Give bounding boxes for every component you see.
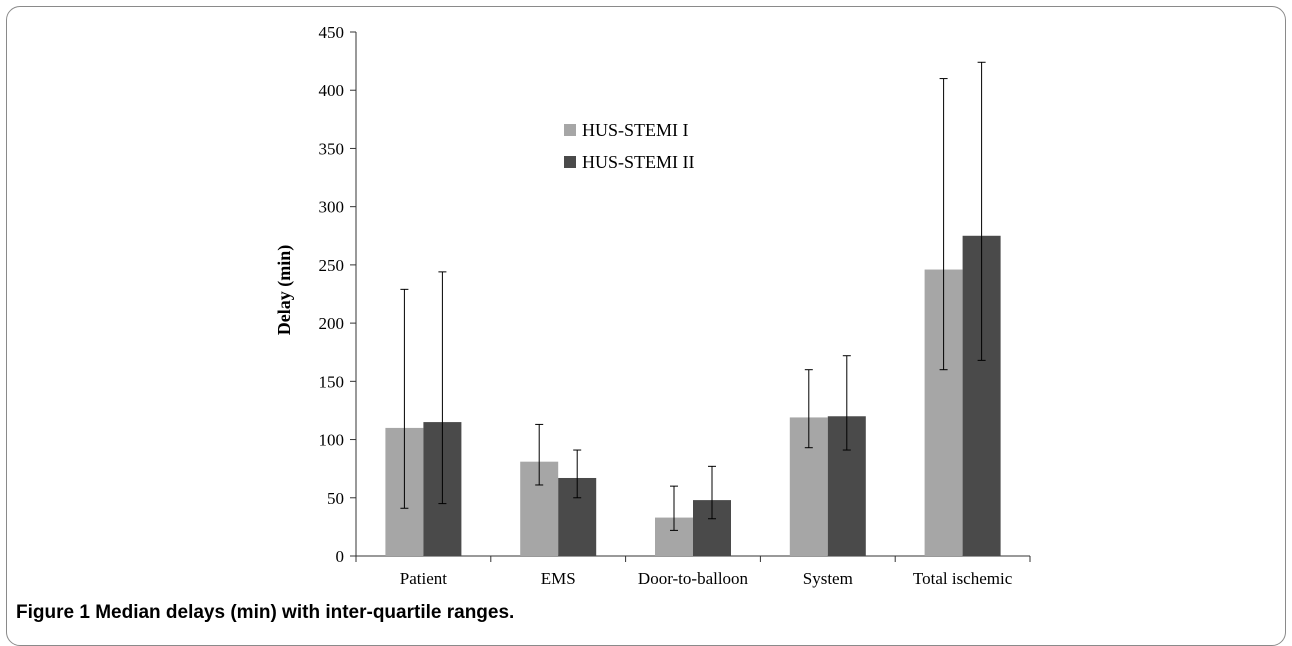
y-tick-label: 200: [319, 314, 345, 333]
x-tick-label: Patient: [400, 569, 447, 588]
y-axis-label: Delay (min): [274, 245, 295, 335]
legend-swatch: [564, 124, 576, 136]
caption-text: Median delays (min) with inter-quartile …: [95, 602, 515, 623]
legend-label: HUS-STEMI II: [582, 152, 695, 172]
y-tick-label: 300: [319, 198, 345, 217]
error-bars: [400, 61, 986, 531]
y-tick-label: 400: [319, 81, 345, 100]
legend-label: HUS-STEMI I: [582, 120, 689, 140]
legend-swatch: [564, 156, 576, 168]
y-tick-label: 0: [336, 547, 345, 566]
legend: HUS-STEMI I HUS-STEMI II: [564, 120, 695, 172]
caption-label: Figure 1: [16, 602, 90, 623]
bars: [385, 235, 1001, 556]
y-tick-label: 350: [319, 139, 345, 158]
y-tick-label: 250: [319, 256, 345, 275]
figure-caption: Figure 1 Median delays (min) with inter-…: [16, 602, 514, 624]
x-tick-label: EMS: [541, 569, 576, 588]
y-axis: 0 50 100 150 200 250 300 350 400 450: [319, 23, 357, 566]
y-tick-label: 50: [327, 489, 344, 508]
y-tick-label: 150: [319, 372, 345, 391]
x-axis: Patient EMS Door-to-balloon System Total isc…: [355, 555, 1031, 588]
x-tick-label: Door-to-balloon: [638, 569, 749, 588]
x-tick-label: System: [803, 569, 853, 588]
y-tick-label: 450: [319, 23, 345, 42]
y-tick-label: 100: [319, 431, 345, 450]
x-tick-label: Total ischemic: [913, 569, 1013, 588]
